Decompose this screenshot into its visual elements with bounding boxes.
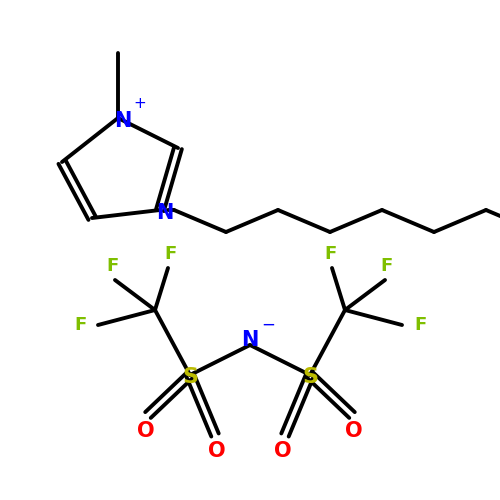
Text: F: F: [164, 245, 176, 263]
Text: F: F: [414, 316, 426, 334]
Text: O: O: [137, 421, 155, 441]
Text: S: S: [182, 367, 198, 387]
Text: O: O: [208, 441, 226, 461]
Text: S: S: [302, 367, 318, 387]
Text: F: F: [74, 316, 86, 334]
Text: N: N: [156, 203, 174, 223]
Text: O: O: [274, 441, 292, 461]
Text: F: F: [381, 257, 393, 275]
Text: N: N: [242, 330, 258, 350]
Text: N: N: [114, 111, 132, 131]
Text: O: O: [345, 421, 363, 441]
Text: +: +: [134, 96, 146, 112]
Text: F: F: [324, 245, 336, 263]
Text: −: −: [261, 316, 275, 334]
Text: F: F: [107, 257, 119, 275]
